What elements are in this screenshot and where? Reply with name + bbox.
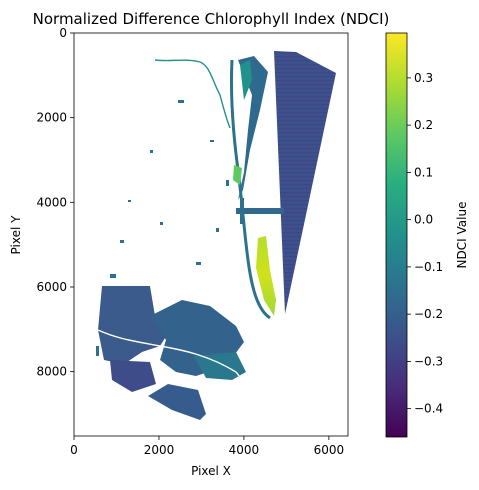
y-tick-label: 2000 — [36, 111, 67, 125]
wetland-patch-east — [194, 352, 246, 380]
x-tick-label: 4000 — [229, 443, 260, 457]
wetland-river — [97, 329, 244, 411]
colorbar-ticks: −0.4 −0.3 −0.2 −0.1 0.0 0.1 0.2 0.3 — [407, 71, 443, 416]
southern-wetland-patch — [148, 384, 206, 420]
wetland-patch-south — [110, 360, 156, 392]
plot-area: 0 2000 4000 6000 0 2000 4000 6000 8000 — [36, 26, 349, 457]
y-tick-label: 8000 — [36, 365, 67, 379]
colorbar-tick-label: −0.2 — [414, 307, 443, 321]
scattered-water-speckle — [96, 100, 229, 356]
nearshore-patch — [240, 60, 252, 100]
ndci-raster — [96, 51, 336, 420]
colorbar-label: NDCI Value — [455, 202, 469, 269]
x-tick-label: 6000 — [314, 443, 345, 457]
x-axis-label: Pixel X — [191, 464, 231, 478]
y-axis-label: Pixel Y — [9, 215, 23, 255]
offshore-strip-region — [274, 51, 336, 314]
colorbar-tick-label: 0.3 — [414, 71, 433, 85]
chart-title: Normalized Difference Chlorophyll Index … — [33, 10, 390, 28]
colorbar-tick-label: 0.2 — [414, 118, 433, 132]
barrier-island-region — [238, 56, 268, 200]
inlet-connector — [240, 198, 244, 224]
colorbar: −0.4 −0.3 −0.2 −0.1 0.0 0.1 0.2 0.3 NDCI Value — [385, 32, 469, 438]
x-axis-ticks: 0 2000 4000 6000 — [70, 436, 344, 457]
bay-high-chlorophyll-region — [256, 236, 276, 316]
y-tick-label: 6000 — [36, 280, 67, 294]
y-tick-label: 0 — [59, 26, 67, 40]
y-tick-label: 4000 — [36, 195, 67, 209]
colorbar-tick-label: 0.1 — [414, 165, 433, 179]
colorbar-tick-label: −0.4 — [414, 402, 443, 416]
colorbar-tick-label: −0.1 — [414, 260, 443, 274]
green-patch — [233, 165, 242, 185]
colorbar-tick-label: 0.0 — [414, 213, 433, 227]
inlet-channel-region — [236, 208, 284, 214]
x-tick-label: 0 — [70, 443, 78, 457]
colorbar-gradient — [385, 32, 408, 438]
x-tick-label: 2000 — [144, 443, 175, 457]
river-north — [154, 59, 231, 129]
y-axis-ticks: 0 2000 4000 6000 8000 — [36, 26, 74, 379]
colorbar-tick-label: −0.3 — [414, 354, 443, 368]
